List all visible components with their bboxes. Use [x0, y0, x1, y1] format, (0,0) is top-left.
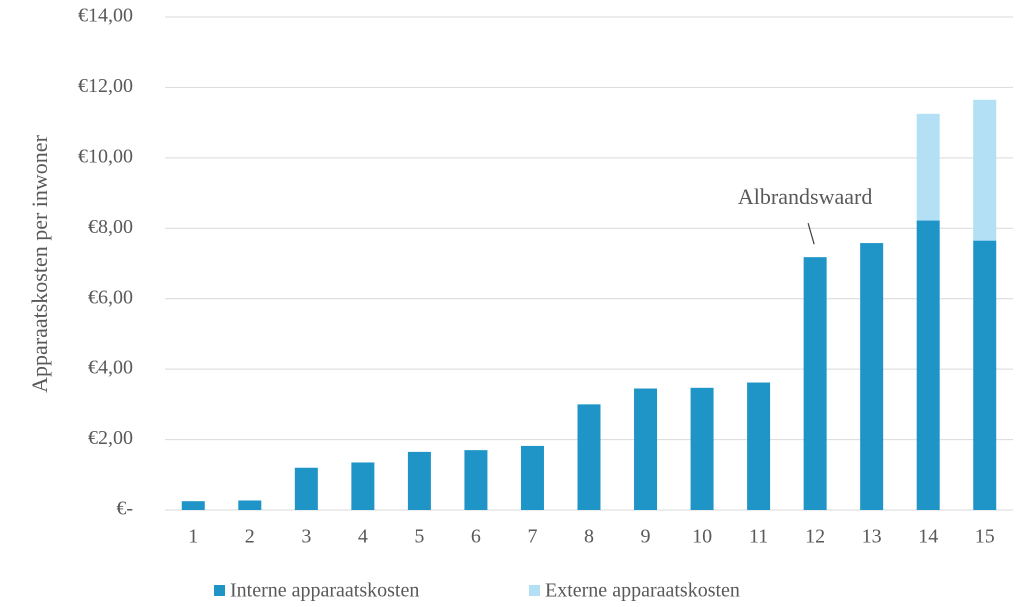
- x-tick-label: 9: [641, 526, 651, 548]
- bar-segment: [407, 451, 431, 510]
- x-tick-label: 7: [527, 526, 537, 548]
- y-tick-label: €14,00: [78, 5, 133, 27]
- x-tick-label: 10: [692, 526, 712, 548]
- x-tick-label: 11: [749, 526, 768, 548]
- bar-segment: [973, 99, 997, 241]
- y-tick-label: €6,00: [88, 286, 133, 308]
- x-tick-label: 12: [805, 526, 825, 548]
- x-tick-label: 2: [245, 526, 255, 548]
- bar-segment: [860, 243, 884, 510]
- x-tick-label: 1: [188, 526, 198, 548]
- bar-segment: [294, 467, 318, 510]
- x-tick-label: 6: [471, 526, 481, 548]
- bar-segment: [916, 113, 940, 221]
- x-tick-label: 8: [584, 526, 594, 548]
- bar-segment: [464, 450, 488, 510]
- x-tick-label: 3: [301, 526, 311, 548]
- bar-segment: [238, 500, 262, 510]
- bar-segment: [520, 445, 544, 510]
- legend-swatch: [529, 585, 540, 596]
- y-tick-label: €10,00: [78, 145, 133, 167]
- bar-segment: [803, 257, 827, 510]
- x-tick-label: 4: [358, 526, 368, 548]
- bar-segment: [690, 387, 714, 510]
- bar-segment: [634, 388, 658, 510]
- legend-label: Interne apparaatskosten: [230, 580, 419, 602]
- y-tick-label: €4,00: [88, 357, 133, 379]
- y-tick-label: €2,00: [88, 427, 133, 449]
- annotation-line: [807, 222, 815, 245]
- y-tick-label: €8,00: [88, 216, 133, 238]
- y-tick-label: €12,00: [78, 75, 133, 97]
- bar-segment: [351, 462, 375, 510]
- x-tick-label: 14: [918, 526, 938, 548]
- bar-segment: [916, 220, 940, 510]
- y-tick-label: €-: [116, 498, 133, 520]
- annotation: Albrandswaard: [738, 184, 872, 209]
- bar-segment: [973, 240, 997, 510]
- y-axis-title: Apparaatskosten per inwoner: [27, 134, 52, 392]
- bar-segment: [747, 382, 771, 510]
- legend-label: Externe apparaatskosten: [545, 580, 740, 602]
- legend-swatch: [214, 585, 225, 596]
- x-tick-label: 15: [975, 526, 995, 548]
- x-tick-label: 5: [414, 526, 424, 548]
- bar-segment: [181, 501, 205, 510]
- x-tick-label: 13: [862, 526, 882, 548]
- bar-segment: [577, 404, 601, 510]
